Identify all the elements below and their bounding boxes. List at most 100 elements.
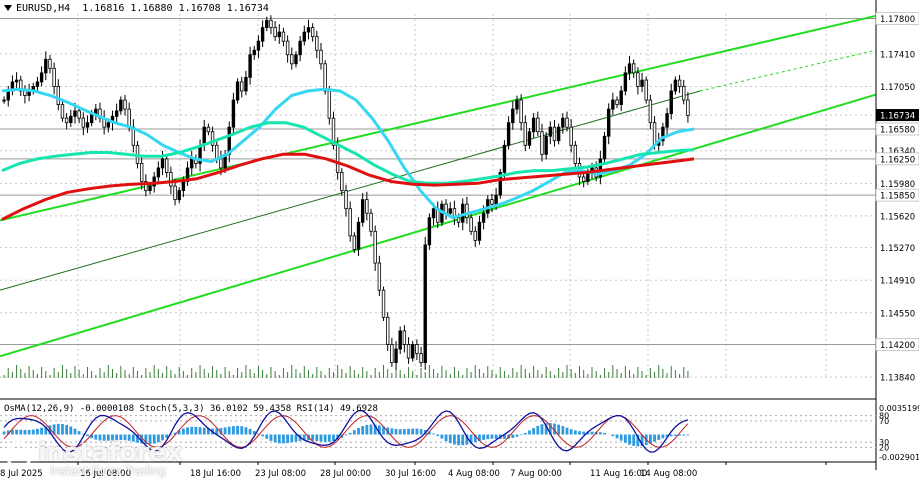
candle [615, 96, 619, 109]
osma-bar [669, 434, 673, 437]
svg-text:1.15850: 1.15850 [880, 192, 915, 202]
osma-bar [77, 431, 81, 435]
dropdown-arrow-icon[interactable] [4, 5, 12, 11]
candle [373, 225, 377, 271]
osma-bar [473, 434, 477, 443]
osma-bar [202, 427, 206, 435]
osma-bar [573, 430, 577, 435]
candle [277, 24, 281, 44]
osma-bar [161, 434, 164, 441]
candle [81, 112, 86, 136]
candle [523, 115, 527, 152]
osma-bar [553, 423, 556, 435]
price-label: 1.16250 [875, 152, 919, 165]
osma-bar [48, 425, 52, 435]
osma-bar [490, 434, 494, 439]
osma-bar [402, 429, 406, 435]
osma-bar [532, 428, 536, 435]
candle [515, 95, 519, 115]
osma-bar [503, 434, 506, 439]
candle [569, 119, 573, 153]
osma-bar [81, 433, 85, 435]
candlesticks [2, 15, 690, 370]
osma-bar [319, 434, 323, 442]
osma-bar [661, 434, 665, 439]
candle [548, 121, 553, 145]
candle [665, 107, 669, 136]
watermark: instaforex Instant Forex Trading [12, 438, 183, 478]
candle [48, 54, 52, 74]
osma-bar [398, 429, 402, 435]
svg-text:1.16340: 1.16340 [880, 147, 915, 157]
osma-bar [286, 434, 290, 444]
osma-bar [261, 434, 265, 437]
osma-bar [528, 430, 531, 435]
osma-bar [69, 426, 73, 435]
candle [44, 51, 48, 81]
osma-bar [106, 434, 110, 441]
price-label: 1.14200 [875, 338, 919, 351]
candle [427, 213, 432, 250]
svg-text:1.15980: 1.15980 [880, 180, 915, 190]
candle [260, 20, 265, 47]
osma-bar [565, 427, 569, 435]
osma-bar [115, 434, 119, 441]
candle [636, 67, 640, 95]
osma-bar [427, 431, 431, 435]
candle [377, 255, 382, 296]
candle [356, 217, 361, 256]
osma-bar [269, 434, 273, 441]
candle [598, 150, 603, 185]
candle [406, 337, 411, 364]
osma-bar [586, 431, 590, 435]
time-axis: 8 Jul 2025 16 Jul 08:00 18 Jul 16:00 23 Jul… [0, 462, 827, 479]
time-label: 16 Jul 08:00 [80, 469, 131, 479]
osma-bar [302, 434, 306, 441]
osma-bar [557, 424, 561, 435]
oscillator-level-label: 70 [879, 417, 889, 426]
candle [360, 193, 365, 227]
osma-bar [536, 425, 540, 435]
osma-bar [582, 431, 586, 435]
osma-bar [448, 434, 452, 444]
osma-bar [478, 434, 481, 441]
osma-bar [140, 434, 144, 444]
osma-bar [177, 430, 181, 435]
time-label: 14 Aug 08:00 [640, 469, 697, 479]
osma-bar [194, 426, 198, 435]
osma-bar [136, 434, 139, 443]
price-label: 1.17800 [875, 12, 919, 25]
osma-bar [373, 424, 377, 435]
osma-bar [344, 434, 348, 436]
moving-average-ema_slow [1, 152, 695, 221]
osma-bar [65, 424, 69, 435]
svg-text:1.17800: 1.17800 [880, 15, 915, 25]
osma-bar [52, 424, 56, 435]
oscillator-level-label: -0.002901 [879, 453, 919, 462]
candle [669, 83, 673, 120]
osma-bar [394, 428, 398, 435]
osma-bar [636, 434, 640, 447]
osma-bar [682, 434, 686, 436]
osma-bar [207, 428, 210, 435]
candle [411, 340, 415, 362]
oscillator-level-label: 30 [879, 438, 889, 447]
osma-bar [61, 424, 64, 435]
svg-text:1.16580: 1.16580 [880, 125, 915, 135]
candle [185, 161, 190, 186]
candle [394, 341, 398, 370]
candle [415, 339, 419, 361]
candle [506, 116, 511, 150]
osma-bar [257, 433, 260, 435]
osma-bar [244, 427, 248, 435]
candle [85, 115, 90, 133]
osma-bar [102, 434, 106, 441]
price-label: 1.16340 [880, 147, 915, 157]
osma-bar [11, 429, 14, 435]
price-label: 1.15620 [880, 212, 915, 222]
candle [77, 106, 81, 124]
osma-bar [548, 423, 552, 435]
time-label: 11 Aug 16:00 [590, 469, 647, 479]
candle [302, 25, 307, 46]
